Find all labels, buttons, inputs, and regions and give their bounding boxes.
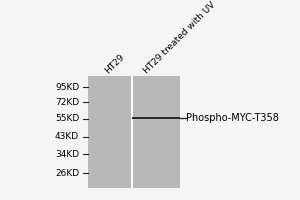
Text: 26KD: 26KD: [55, 169, 79, 178]
Text: HT29: HT29: [103, 53, 126, 76]
Text: HT29 treated with UV: HT29 treated with UV: [142, 1, 217, 76]
Text: 72KD: 72KD: [55, 98, 79, 107]
Text: 95KD: 95KD: [55, 83, 79, 92]
Bar: [88, 76, 180, 188]
Text: 43KD: 43KD: [55, 132, 79, 141]
Text: Phospho-MYC-T358: Phospho-MYC-T358: [186, 113, 279, 123]
Text: 34KD: 34KD: [55, 150, 79, 159]
Bar: [133, 117, 180, 119]
Text: 55KD: 55KD: [55, 114, 79, 123]
